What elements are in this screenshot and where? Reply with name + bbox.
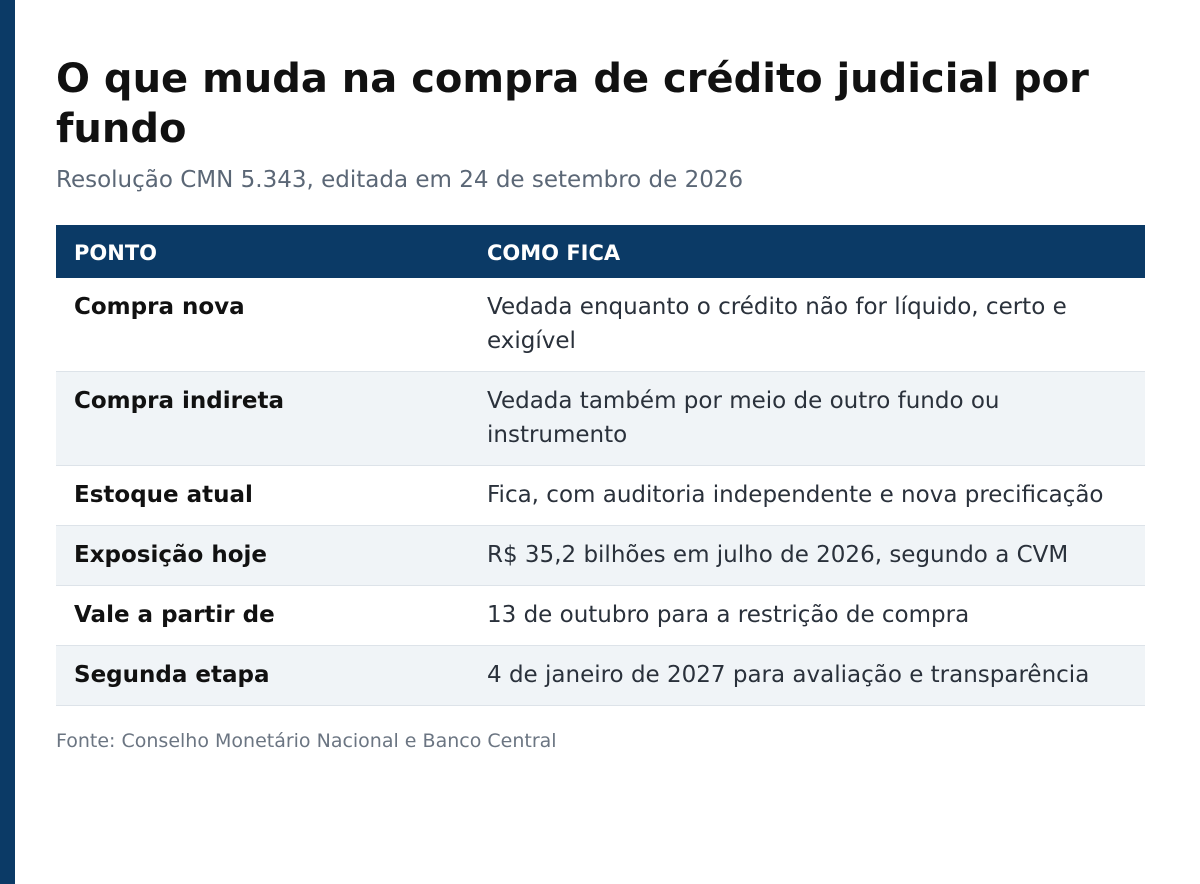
table-row: Segunda etapa 4 de janeiro de 2027 para … [56, 645, 1145, 706]
row-how-cell: Fica, com auditoria independente e nova … [487, 482, 1104, 508]
table-row: Compra nova Vedada enquanto o crédito nã… [56, 278, 1145, 372]
row-point-cell: Vale a partir de [74, 602, 275, 628]
table-row: Estoque atual Fica, com auditoria indepe… [56, 465, 1145, 526]
column-header-ponto: PONTO [74, 241, 157, 265]
row-how-cell: 13 de outubro para a restrição de compra [487, 602, 970, 628]
table-row: Compra indireta Vedada também por meio d… [56, 371, 1145, 466]
row-how-cell: Vedada enquanto o crédito não for líquid… [487, 294, 1067, 354]
table-row: Vale a partir de 13 de outubro para a re… [56, 585, 1145, 646]
row-point-cell: Segunda etapa [74, 662, 270, 688]
row-point-cell: Compra indireta [74, 388, 285, 414]
row-how-cell: Vedada também por meio de outro fundo ou… [487, 388, 1000, 448]
row-point-cell: Compra nova [74, 294, 245, 320]
row-how-cell: R$ 35,2 bilhões em julho de 2026, segund… [487, 542, 1069, 568]
article-content: O que muda na compra de crédito judicial… [56, 54, 1145, 754]
table-body: Compra nova Vedada enquanto o crédito nã… [56, 278, 1145, 706]
source-note: Fonte: Conselho Monetário Nacional e Ban… [56, 730, 557, 752]
row-how-cell: 4 de janeiro de 2027 para avaliação e tr… [487, 662, 1090, 688]
accent-bar [0, 0, 15, 884]
row-point-cell: Exposição hoje [74, 542, 268, 568]
row-point-cell: Estoque atual [74, 482, 253, 508]
table-header: PONTO COMO FICA [56, 225, 1145, 278]
table-header-row: PONTO COMO FICA [56, 225, 1145, 278]
page-subtitle: Resolução CMN 5.343, editada em 24 de se… [56, 167, 744, 193]
page-title: O que muda na compra de crédito judicial… [56, 56, 1089, 152]
table-row: Exposição hoje R$ 35,2 bilhões em julho … [56, 525, 1145, 586]
info-table: PONTO COMO FICA Compra nova Vedada enqua… [56, 225, 1145, 706]
column-header-como-fica: COMO FICA [487, 241, 621, 265]
